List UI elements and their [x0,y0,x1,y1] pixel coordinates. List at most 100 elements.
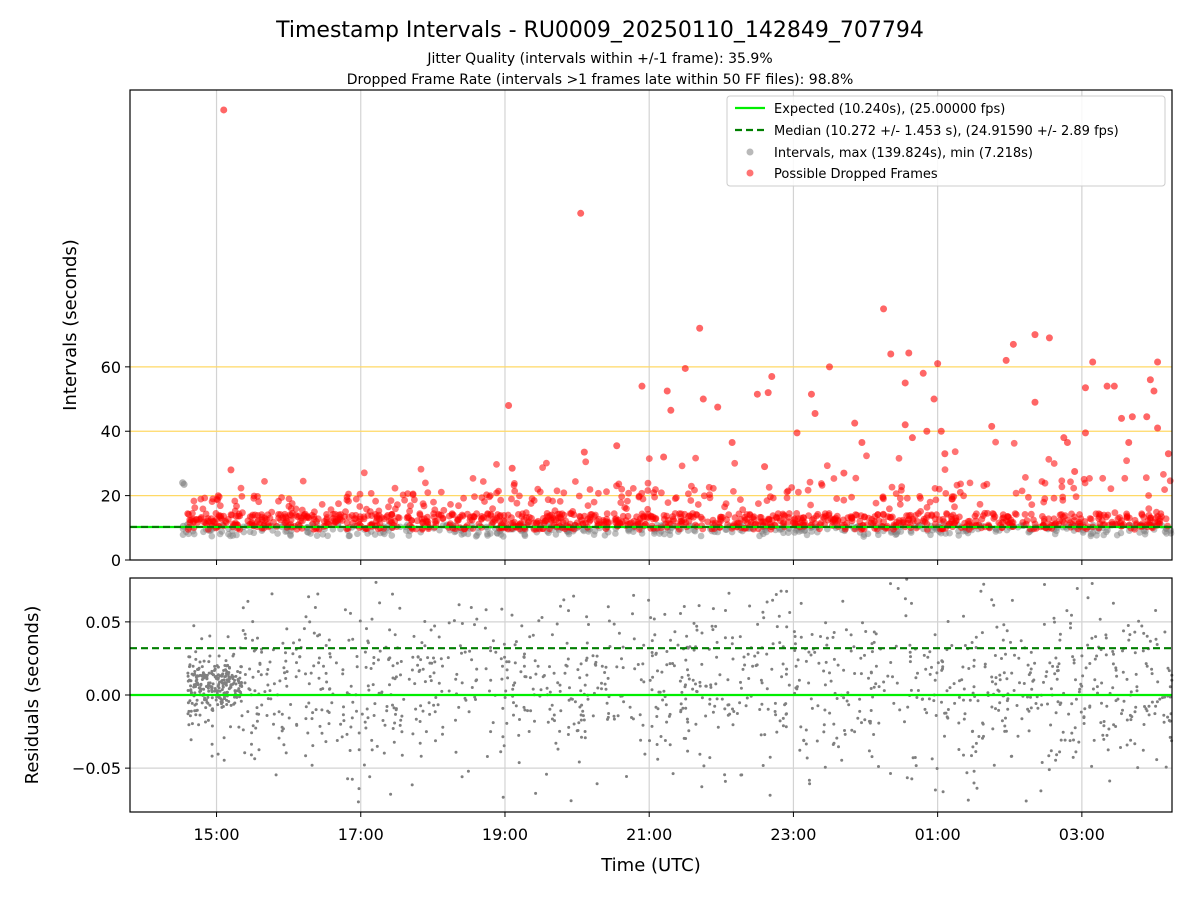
dropped-frame-point [951,503,958,511]
residual-point [237,681,241,685]
dropped-frame-point [689,510,697,517]
residual-point [199,683,203,687]
residual-point [1104,636,1108,640]
residual-point [723,779,727,783]
residual-point [1161,696,1164,700]
residual-point [395,661,399,665]
residual-point [327,711,331,714]
residual-point [277,736,281,740]
residual-point [502,744,506,748]
residual-point [1112,652,1115,656]
interval-point [388,532,396,539]
residual-point [1102,720,1106,723]
residual-point [200,637,204,641]
residual-point [1042,680,1045,684]
residual-point [389,792,393,796]
dropped-frame-point [204,515,212,522]
residual-point [243,681,247,685]
dropped-frame-point [541,517,549,525]
residual-point [1002,671,1006,675]
residual-point [474,679,478,683]
residual-point [1074,697,1078,701]
residual-point [877,685,881,689]
residual-point [1114,668,1118,672]
residual-point [458,644,462,648]
residual-point [982,582,986,586]
residual-point [1114,725,1118,728]
residual-point [874,632,878,636]
residual-point [615,665,619,669]
residual-point [577,760,581,764]
residual-point [860,721,863,725]
residual-point [700,662,704,666]
residual-point [190,691,193,695]
residual-point [665,650,669,653]
residual-point [1040,703,1044,707]
residual-point [189,679,193,683]
residual-point [585,656,589,660]
dropped-frame-point [658,489,665,497]
residual-point [207,660,211,664]
residual-point [700,696,704,700]
residual-point [966,798,970,802]
residual-point [221,681,224,685]
residual-point [714,624,718,628]
residual-point [726,678,730,682]
residual-point [214,674,218,678]
residual-point [799,635,803,639]
residual-point [491,721,495,725]
dropped-frame-point [1126,514,1133,522]
residual-point [686,673,690,677]
residual-point [345,732,349,736]
dropped-frame-point [874,511,882,518]
residual-point [341,672,345,676]
residual-point [743,663,747,667]
dropped-frame-point [1145,505,1153,513]
residual-point [642,680,646,684]
dropped-frame-point [324,520,331,528]
residual-point [393,721,397,725]
residual-point [1153,712,1157,716]
dropped-frame-point [939,515,947,523]
residual-point [452,619,456,623]
residual-point [238,671,242,674]
residual-point [376,658,380,662]
residual-point [210,754,214,758]
dropped-frame-point [1142,474,1150,482]
residual-point [687,729,691,733]
residual-point [302,627,306,631]
residual-point [491,639,495,643]
dropped-frame-point [1061,512,1069,520]
residual-point [236,670,240,673]
residual-point [1135,689,1139,693]
dropped-frame-point [761,463,769,471]
residual-point [558,683,562,687]
residual-point [587,623,590,626]
residual-point [213,667,217,671]
dropped-frame-point [232,513,240,520]
dropped-frame-point [661,515,668,523]
residual-point [233,689,237,693]
residual-point [671,772,675,776]
residual-point [358,619,362,623]
residual-point [284,677,288,680]
residual-point [579,718,583,722]
residual-point [575,729,579,733]
residual-point [715,655,719,659]
residual-point [1147,704,1151,708]
residual-point [259,673,263,677]
dropped-frame-point [502,517,509,525]
residual-point [188,663,192,667]
dropped-frame-point [268,508,276,516]
residual-point [512,683,515,687]
residual-point [745,696,749,700]
residual-point [373,702,377,706]
residual-point [616,714,620,718]
dropped-frame-point [638,382,646,390]
residual-point [1061,730,1065,734]
residual-point [669,638,672,642]
residual-point [896,587,900,590]
dropped-frame-point [699,395,707,403]
residual-point [225,670,229,673]
residual-point [266,668,270,671]
